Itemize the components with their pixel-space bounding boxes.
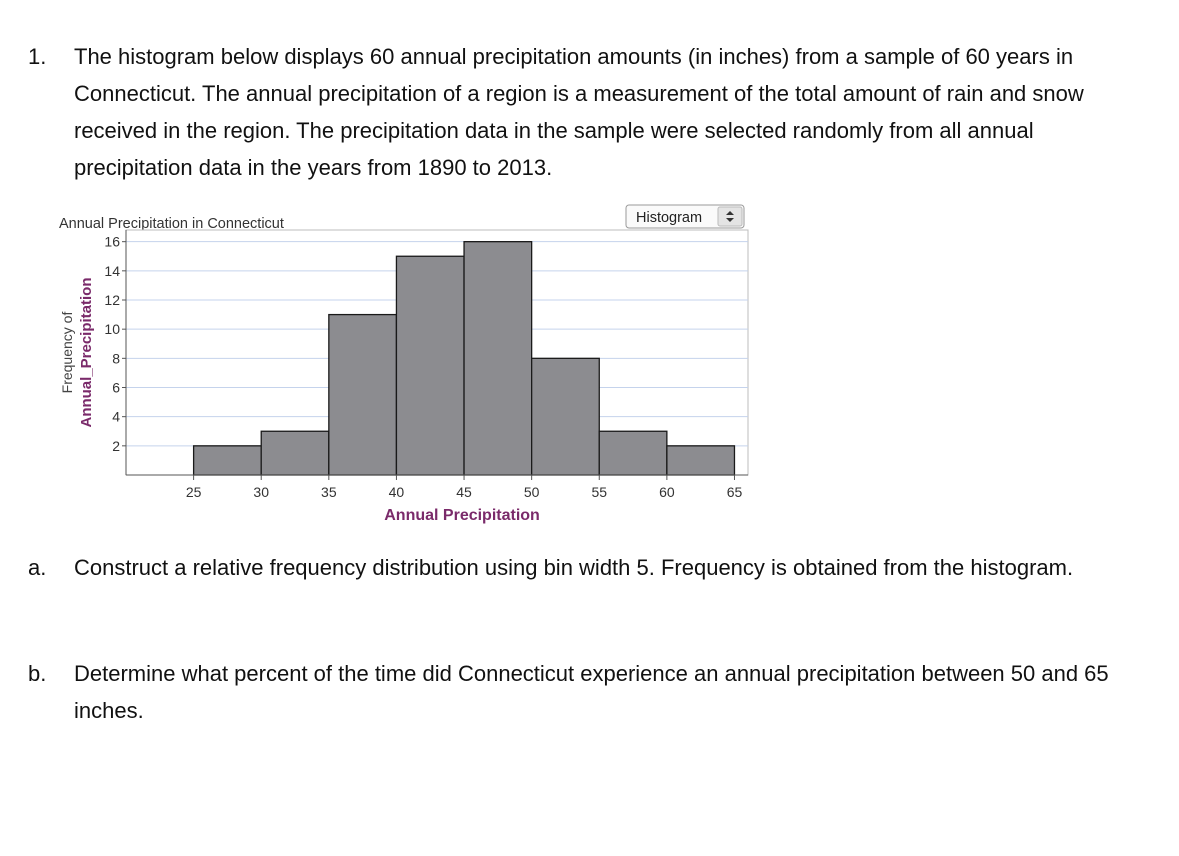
histogram-select-label: Histogram (636, 210, 702, 226)
y-tick-label: 4 (112, 409, 120, 425)
x-tick-label: 40 (389, 484, 405, 500)
x-axis-label: Annual Precipitation (384, 507, 540, 524)
chevron-down-icon (726, 218, 734, 222)
part-b-text: Determine what percent of the time did C… (74, 661, 1109, 723)
histogram-bar (598, 430, 668, 476)
histogram-select-box (625, 204, 745, 229)
x-tick-label: 25 (186, 484, 202, 500)
x-tick-label: 65 (727, 484, 743, 500)
question-number: 1. (28, 44, 47, 69)
y-tick-label: 10 (104, 321, 120, 337)
x-tick-label: 50 (524, 484, 540, 500)
y-tick-label: 16 (104, 234, 120, 250)
x-tick-label: 35 (321, 484, 337, 500)
x-tick-label: 60 (659, 484, 675, 500)
y-tick-label: 2 (112, 438, 120, 454)
y-tick-label: 12 (104, 292, 120, 308)
histogram-bar (531, 357, 600, 476)
histogram-chart: Annual Precipitation in Connecticut Histo… (50, 200, 760, 530)
x-tick-label: 55 (591, 484, 607, 500)
histogram-bar (463, 241, 533, 476)
y-axis-label: Frequency of (59, 312, 75, 394)
y-axis-label-variable: Annual_Precipitation (78, 277, 95, 427)
part-a-text: Construct a relative frequency distribut… (74, 555, 1074, 580)
chart-title: Annual Precipitation in Connecticut (59, 216, 284, 232)
histogram-bar (192, 445, 262, 476)
select-arrow-button (717, 206, 743, 227)
y-tick-label: 6 (112, 380, 120, 396)
histogram-bar (328, 313, 398, 476)
part-a-label: a. (28, 555, 47, 580)
histogram-bar (260, 430, 330, 476)
x-tick-label: 30 (253, 484, 269, 500)
histogram-bar (395, 255, 465, 476)
chart-svg: Annual Precipitation in Connecticut Histo… (59, 204, 749, 524)
histogram-bar (666, 445, 736, 476)
y-tick-label: 8 (112, 350, 120, 366)
part-b-label: b. (28, 661, 47, 686)
chevron-up-icon (726, 211, 734, 215)
x-tick-label: 45 (456, 484, 472, 500)
question-text: The histogram below displays 60 annual p… (74, 44, 1084, 180)
y-tick-label: 14 (104, 263, 120, 279)
